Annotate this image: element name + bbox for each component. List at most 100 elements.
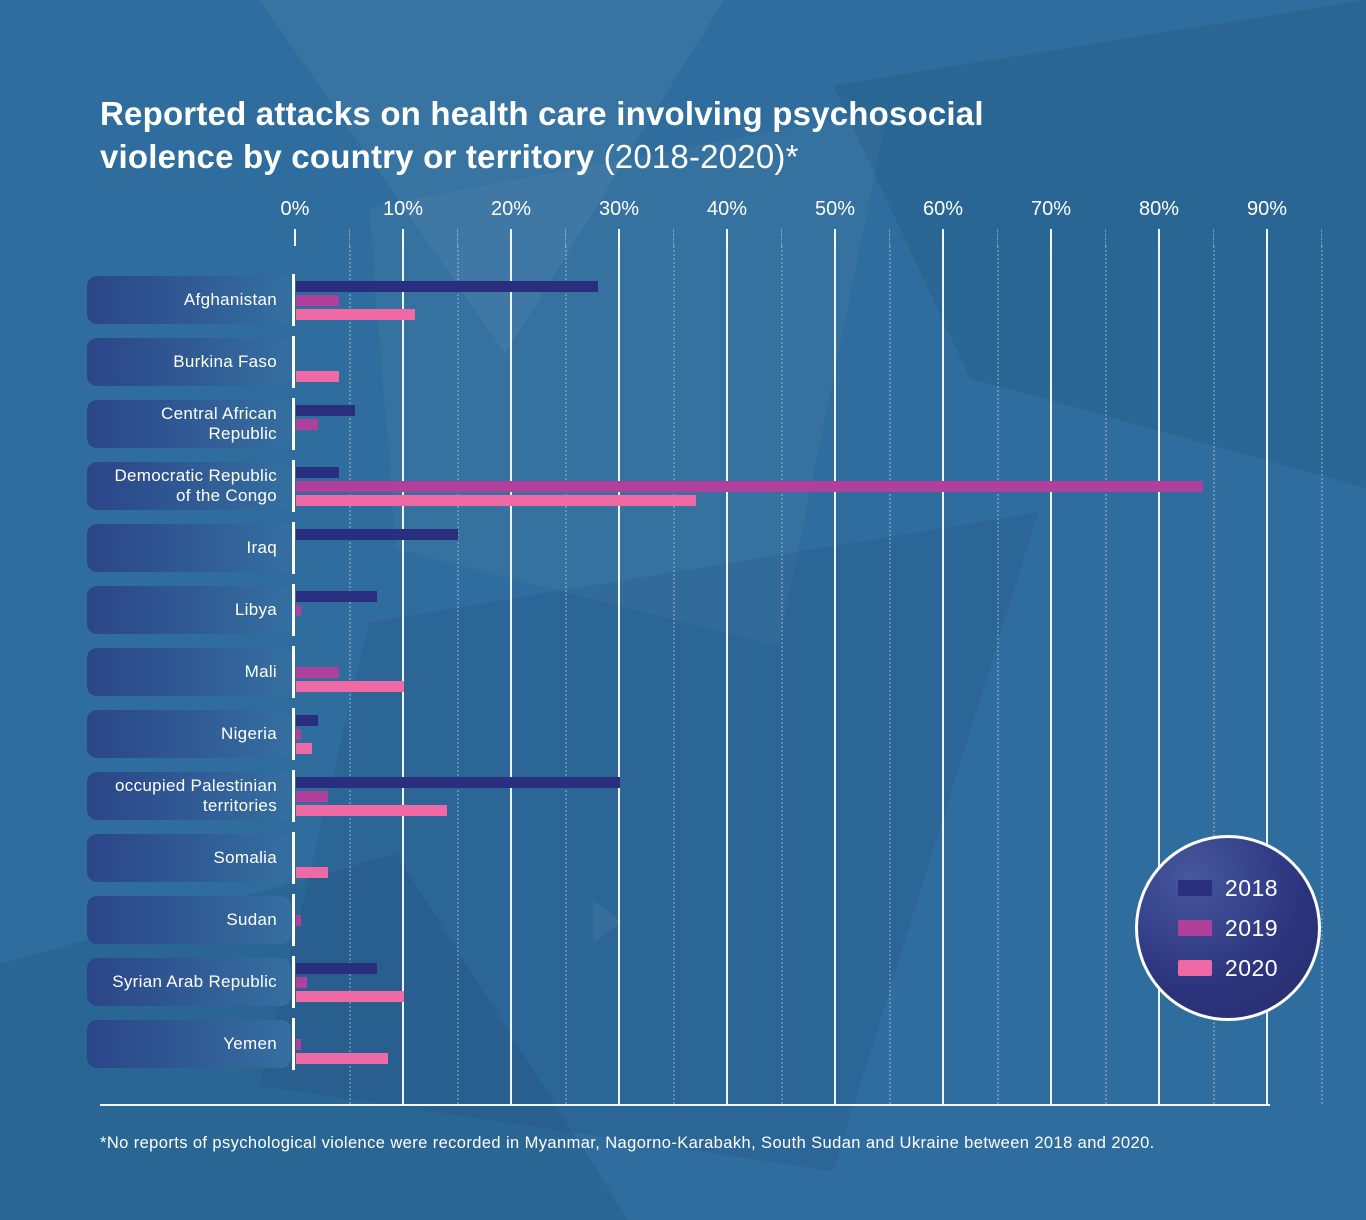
bar-group — [296, 404, 356, 444]
bar-2018 — [296, 590, 377, 602]
legend: 2018 2019 2020 — [1135, 835, 1321, 1021]
bar-2018 — [296, 962, 377, 974]
bar-2020 — [296, 494, 696, 506]
legend-swatch-2018 — [1177, 880, 1212, 896]
bar-2019 — [296, 790, 329, 802]
country-label: Libya — [234, 600, 277, 619]
zero-baseline — [292, 646, 295, 698]
legend-swatch-2020 — [1177, 960, 1212, 976]
bar-2019 — [296, 604, 302, 616]
x-axis-tick-minor — [349, 229, 350, 246]
gridline-major — [618, 246, 620, 1104]
country-pill: Iraq — [87, 524, 291, 572]
country-pill: Somalia — [87, 834, 291, 882]
bar-2019 — [296, 914, 302, 926]
bar-2019 — [296, 976, 307, 988]
bar-2020 — [296, 370, 340, 382]
x-axis-tick-minor — [781, 229, 782, 246]
x-axis-tick-minor — [997, 229, 998, 246]
legend-item: 2018 — [1177, 875, 1278, 902]
gridline-major — [510, 246, 512, 1104]
country-label: Syrian Arab Republic — [112, 972, 277, 991]
gridline-major — [1266, 246, 1268, 1104]
bar-group — [296, 343, 340, 382]
zero-baseline — [292, 894, 295, 946]
x-axis-tick-minor — [1105, 229, 1106, 246]
bar-2020 — [296, 680, 404, 692]
x-axis-tick — [726, 229, 728, 246]
country-label: Iraq — [246, 538, 277, 557]
bar-group — [296, 528, 458, 568]
legend-items: 2018 2019 2020 — [1177, 875, 1279, 982]
x-axis-tick — [834, 229, 836, 246]
country-pill: Syrian Arab Republic — [87, 958, 291, 1006]
bar-2019 — [296, 1038, 302, 1050]
x-axis-label: 70% — [1030, 198, 1072, 220]
x-axis-label: 30% — [598, 198, 640, 220]
bar-2020 — [296, 990, 404, 1002]
bar-2020 — [296, 804, 448, 816]
bar-2020 — [296, 308, 415, 320]
country-pill: Libya — [87, 586, 291, 634]
country-label: Yemen — [223, 1034, 277, 1053]
bar-2018 — [296, 466, 340, 478]
bar-2020 — [296, 742, 313, 754]
bar-2019 — [296, 294, 340, 306]
chart-title-years: (2018-2020)* — [603, 138, 799, 175]
footnote: *No reports of psychological violence we… — [100, 1134, 1155, 1152]
country-label: Democratic Republic of the Congo — [114, 466, 277, 505]
zero-baseline — [292, 1018, 295, 1070]
gridline-minor — [889, 246, 891, 1104]
x-axis-label: 40% — [706, 198, 748, 220]
gridline-major — [942, 246, 944, 1104]
country-pill: Afghanistan — [87, 276, 291, 324]
zero-baseline — [292, 832, 295, 884]
country-pill: Central African Republic — [87, 400, 291, 448]
zero-baseline — [292, 584, 295, 636]
gridline-major — [1158, 246, 1160, 1104]
gridline-major — [726, 246, 728, 1104]
country-pill: Burkina Faso — [87, 338, 291, 386]
gridline-minor — [565, 246, 567, 1104]
x-axis-tick — [1050, 229, 1052, 246]
country-label: Burkina Faso — [173, 352, 277, 371]
x-axis-label: 60% — [922, 198, 964, 220]
x-axis-tick — [1266, 229, 1268, 246]
chart-title-line2: violence by country or territory — [100, 138, 604, 175]
bar-group — [296, 1025, 388, 1064]
bar-group — [296, 590, 377, 630]
bar-group — [296, 466, 1204, 506]
legend-swatch-2019 — [1177, 920, 1212, 936]
x-axis-tick-minor — [565, 229, 566, 246]
country-label: Afghanistan — [183, 290, 277, 309]
country-label: Somalia — [213, 848, 277, 867]
x-axis-tick-minor — [457, 229, 458, 246]
country-pill: Mali — [87, 648, 291, 696]
bar-2019 — [296, 480, 1204, 492]
gridline-minor — [1105, 246, 1107, 1104]
bar-2018 — [296, 528, 458, 540]
country-pill: Democratic Republic of the Congo — [87, 462, 291, 510]
x-axis-tick-minor — [1321, 229, 1322, 246]
bar-2018 — [296, 776, 620, 788]
gridline-major — [834, 246, 836, 1104]
country-label: Nigeria — [221, 724, 277, 743]
zero-baseline — [292, 398, 295, 450]
country-label: occupied Palestinian territories — [115, 776, 277, 815]
x-axis-tick — [402, 229, 404, 246]
bar-2018 — [296, 714, 318, 726]
legend-label: 2020 — [1224, 954, 1279, 981]
x-axis-tick-minor — [1213, 229, 1214, 246]
x-axis-label: 10% — [382, 198, 424, 220]
bar-2020 — [296, 1052, 388, 1064]
country-label: Sudan — [226, 910, 277, 929]
country-pill: Sudan — [87, 896, 291, 944]
bar-group — [296, 280, 599, 320]
zero-baseline — [292, 956, 295, 1008]
legend-item: 2020 — [1177, 954, 1279, 982]
x-axis-label: 0% — [280, 198, 310, 220]
gridline-minor — [457, 246, 459, 1104]
x-axis-line — [100, 1104, 1270, 1106]
country-label: Central African Republic — [161, 404, 277, 443]
